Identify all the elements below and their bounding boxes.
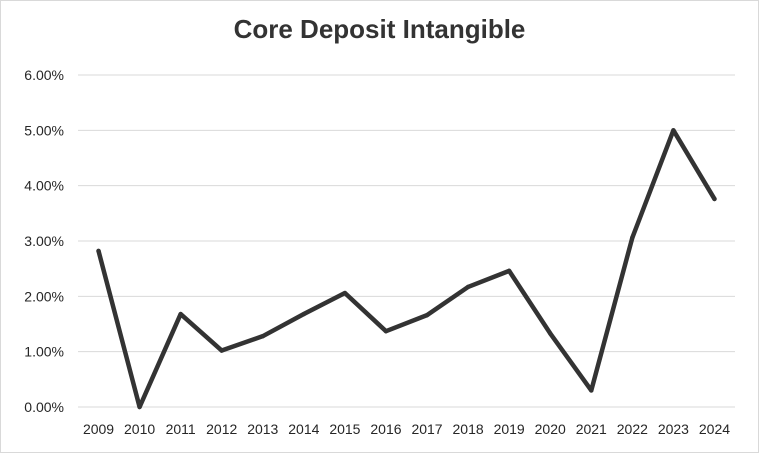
y-tick-label: 6.00% <box>24 67 64 83</box>
data-point <box>630 235 635 240</box>
y-tick-label: 1.00% <box>24 344 64 360</box>
series-line <box>96 128 717 410</box>
data-point <box>506 268 512 274</box>
y-tick-label: 4.00% <box>24 178 64 194</box>
data-point <box>712 196 717 202</box>
x-tick-label: 2016 <box>370 421 401 437</box>
data-point <box>96 248 101 254</box>
y-tick-label: 2.00% <box>24 288 64 304</box>
data-point <box>465 284 471 290</box>
x-tick-label: 2020 <box>535 421 566 437</box>
x-tick-label: 2011 <box>166 421 196 437</box>
x-tick-label: 2014 <box>288 421 319 437</box>
x-axis-tick-labels: 2009 2010 2011 2012 2013 2014 2015 2016 2017 2018… <box>83 421 730 437</box>
data-point <box>178 311 183 317</box>
data-point <box>671 128 676 133</box>
chart-title: Core Deposit Intangible <box>233 14 526 44</box>
x-tick-label: 2024 <box>699 421 730 437</box>
series-layer <box>96 128 717 410</box>
data-point <box>424 312 430 318</box>
data-point <box>383 328 389 334</box>
data-point <box>260 333 265 339</box>
x-tick-label: 2010 <box>124 421 155 437</box>
x-tick-label: 2023 <box>658 421 689 437</box>
data-point <box>219 348 224 353</box>
gridlines <box>78 74 735 408</box>
x-tick-label: 2022 <box>617 421 648 437</box>
x-tick-label: 2021 <box>576 421 607 437</box>
y-tick-label: 3.00% <box>24 233 64 249</box>
x-tick-label: 2015 <box>329 421 360 437</box>
y-axis-tick-labels: 0.00% 1.00% 2.00% 3.00% 4.00% 5.00% 6.00% <box>24 67 64 415</box>
x-tick-label: 2013 <box>247 421 278 437</box>
x-tick-label: 2009 <box>83 421 114 437</box>
data-point <box>137 404 142 410</box>
data-point <box>548 331 553 336</box>
data-point <box>589 388 594 393</box>
x-tick-label: 2012 <box>206 421 237 437</box>
data-point <box>301 311 307 317</box>
x-tick-label: 2018 <box>453 421 484 437</box>
data-point <box>342 290 348 296</box>
y-tick-label: 0.00% <box>24 399 64 415</box>
x-tick-label: 2017 <box>411 421 442 437</box>
y-tick-label: 5.00% <box>24 122 64 138</box>
x-tick-label: 2019 <box>494 421 525 437</box>
